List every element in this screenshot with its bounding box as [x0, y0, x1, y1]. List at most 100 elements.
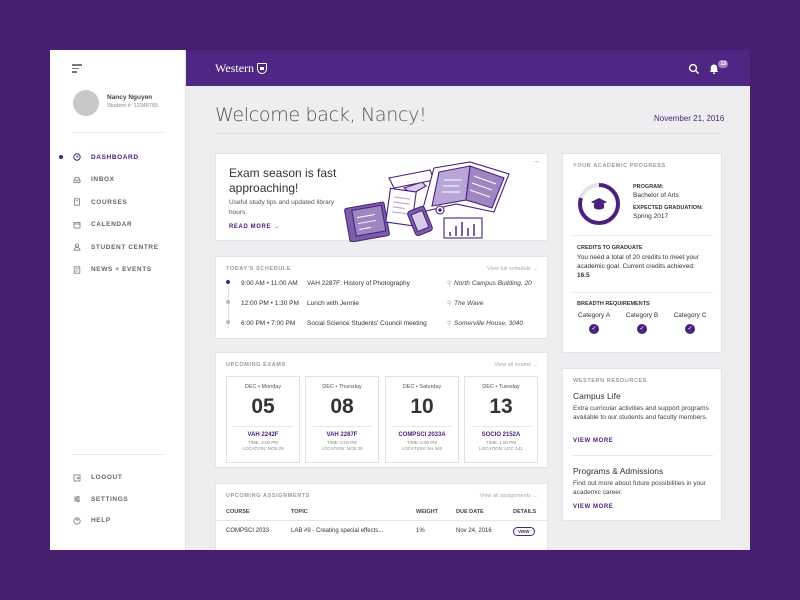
bell-icon[interactable]: [708, 62, 720, 75]
view-button[interactable]: VIEW: [513, 527, 535, 536]
exam-location: LOCATION: NCB 29: [242, 446, 284, 451]
read-more-link[interactable]: READ MORE →: [229, 224, 280, 230]
sliders-icon: [73, 495, 81, 503]
exam-location: LOCATION: SH 340: [401, 446, 443, 451]
category-b: Category B ✓: [625, 312, 659, 334]
nav-item-student-centre[interactable]: STUDENT CENTRE: [50, 236, 186, 259]
search-icon[interactable]: [688, 62, 700, 75]
nav-item-logout[interactable]: LOGOUT: [50, 467, 186, 489]
logout-icon: [73, 474, 81, 482]
user-icon: [73, 243, 81, 251]
view-exams-link[interactable]: View all exams →: [494, 362, 538, 368]
exam-card[interactable]: DEC • Saturday 10 COMPSCI 2033A TIME: 6:…: [385, 376, 459, 463]
nav-label: DASHBOARD: [91, 153, 139, 161]
exam-day: DEC • Thursday: [322, 384, 362, 390]
sidebar: Nancy Nguyen Student #: 12348765 DASHBOA…: [50, 50, 186, 550]
schedule-location: Somerville House, 3040: [454, 320, 524, 327]
schedule-row[interactable]: 12:00 PM • 1:30 PM Lunch with Jennie ⚲ T…: [216, 300, 548, 314]
timeline-line: [227, 286, 229, 328]
divider: [73, 132, 163, 133]
nav-label: INBOX: [91, 176, 115, 184]
exam-course: VAH 2287F: [326, 432, 358, 438]
column-header: DETAILS: [513, 509, 537, 515]
nav-item-news-events[interactable]: NEWS + EVENTS: [50, 259, 186, 282]
resource-text: Extra curricular activities and support …: [573, 405, 709, 421]
pin-icon: ⚲: [447, 281, 452, 287]
exam-date: 10: [410, 395, 434, 418]
exam-location: LOCATION: NCB 20: [321, 446, 363, 451]
assignment-topic: LAB #9 - Creating special effects...: [291, 528, 384, 534]
exam-day: DEC • Monday: [244, 384, 282, 390]
schedule-event: Social Science Students' Council meeting: [307, 320, 427, 327]
minimize-button[interactable]: –: [534, 157, 539, 166]
news-icon: [73, 266, 81, 274]
pin-icon: ⚲: [447, 301, 452, 307]
exam-date: 05: [251, 395, 275, 418]
schedule-event: Lunch with Jennie: [307, 300, 360, 307]
column-header: WEIGHT: [416, 509, 438, 515]
schedule-event: VAH 2287F: History of Photography: [307, 280, 410, 287]
promo-card: Exam season is fast approaching! Useful …: [215, 153, 548, 242]
check-icon: ✓: [589, 324, 599, 334]
exam-day: DEC • Tuesday: [482, 384, 520, 390]
schedule-location: The Wave: [454, 300, 484, 307]
avatar[interactable]: [73, 90, 99, 116]
nav-label: LOGOUT: [91, 474, 123, 482]
resources-card: WESTERN RESOURCES Campus Life Extra curr…: [562, 368, 722, 521]
student-id: Student #: 12348765: [107, 103, 159, 109]
exam-date: 13: [489, 395, 513, 418]
menu-icon[interactable]: [72, 64, 82, 73]
credits-value: 16.5: [577, 272, 590, 279]
crest-icon: [257, 63, 268, 74]
progress-title: YOUR ACADEMIC PROGRESS: [573, 163, 666, 169]
exam-course: VAH 2242F: [247, 432, 279, 438]
nav-label: HELP: [91, 517, 111, 525]
nav-label: COURSES: [91, 198, 128, 206]
schedule-row[interactable]: 9:00 AM • 11:00 AM VAH 2287F: History of…: [216, 280, 548, 294]
nav-item-dashboard[interactable]: DASHBOARD: [50, 146, 186, 169]
inbox-icon: [73, 176, 81, 184]
program-label: PROGRAM:: [633, 184, 664, 190]
breadth-title: BREADTH REQUIREMENTS: [577, 301, 650, 307]
view-schedule-link[interactable]: View full schedule →: [487, 266, 538, 272]
divider: [73, 454, 163, 455]
resource-title: Campus Life: [573, 391, 621, 401]
brand-logo[interactable]: Western: [215, 61, 268, 76]
exams-card: UPCOMING EXAMS View all exams → DEC • Mo…: [215, 352, 548, 468]
clock-icon: [73, 153, 81, 161]
promo-title: Exam season is fast approaching!: [229, 166, 337, 195]
exam-card[interactable]: DEC • Tuesday 13 SOCIO 2152A TIME: 1:00 …: [464, 376, 538, 463]
nav-item-courses[interactable]: COURSES: [50, 191, 186, 214]
exam-course: SOCIO 2152A: [481, 432, 521, 438]
exam-card[interactable]: DEC • Thursday 08 VAH 2287F TIME: 6:00 P…: [305, 376, 379, 463]
exams-title: UPCOMING EXAMS: [226, 362, 286, 368]
nav-item-inbox[interactable]: INBOX: [50, 169, 186, 192]
column-header: DUE DATE: [456, 509, 484, 515]
nav-label: NEWS + EVENTS: [91, 266, 152, 274]
nav-item-calendar[interactable]: CALENDAR: [50, 214, 186, 237]
schedule-row[interactable]: 6:00 PM • 7:00 PM Social Science Student…: [216, 320, 548, 334]
user-name: Nancy Nguyen: [107, 94, 153, 101]
nav-item-help[interactable]: HELP: [50, 510, 186, 532]
view-assignments-link[interactable]: View all assignments →: [479, 493, 538, 499]
page-title: Welcome back, Nancy!: [215, 104, 427, 126]
credits-text: You need a total of 20 credits to meet y…: [577, 254, 699, 279]
main-nav: DASHBOARD INBOX COURSES CALENDAR STUDENT…: [50, 146, 186, 281]
current-date: November 21, 2016: [654, 114, 725, 123]
timeline-dot: [226, 300, 230, 304]
brand-name: Western: [215, 61, 255, 75]
promo-subtitle: Useful study tips and updated library ho…: [229, 199, 335, 216]
nav-item-settings[interactable]: SETTINGS: [50, 489, 186, 511]
exam-card[interactable]: DEC • Monday 05 VAH 2242F TIME: 2:00 PM …: [226, 376, 300, 463]
resource-title: Programs & Admissions: [573, 466, 664, 476]
assignments-card: UPCOMING ASSIGNMENTS View all assignment…: [215, 483, 549, 550]
view-more-link[interactable]: VIEW MORE: [573, 504, 614, 510]
column-header: TOPIC: [291, 509, 308, 515]
assignment-course: COMPSCI 2033: [226, 528, 270, 534]
view-more-link[interactable]: VIEW MORE: [573, 438, 614, 444]
schedule-time: 9:00 AM • 11:00 AM: [241, 280, 298, 287]
exam-time: TIME: 2:00 PM: [247, 440, 278, 445]
exam-day: DEC • Saturday: [402, 384, 442, 390]
exam-time: TIME: 1:00 PM: [485, 440, 516, 445]
progress-ring: [578, 183, 620, 225]
